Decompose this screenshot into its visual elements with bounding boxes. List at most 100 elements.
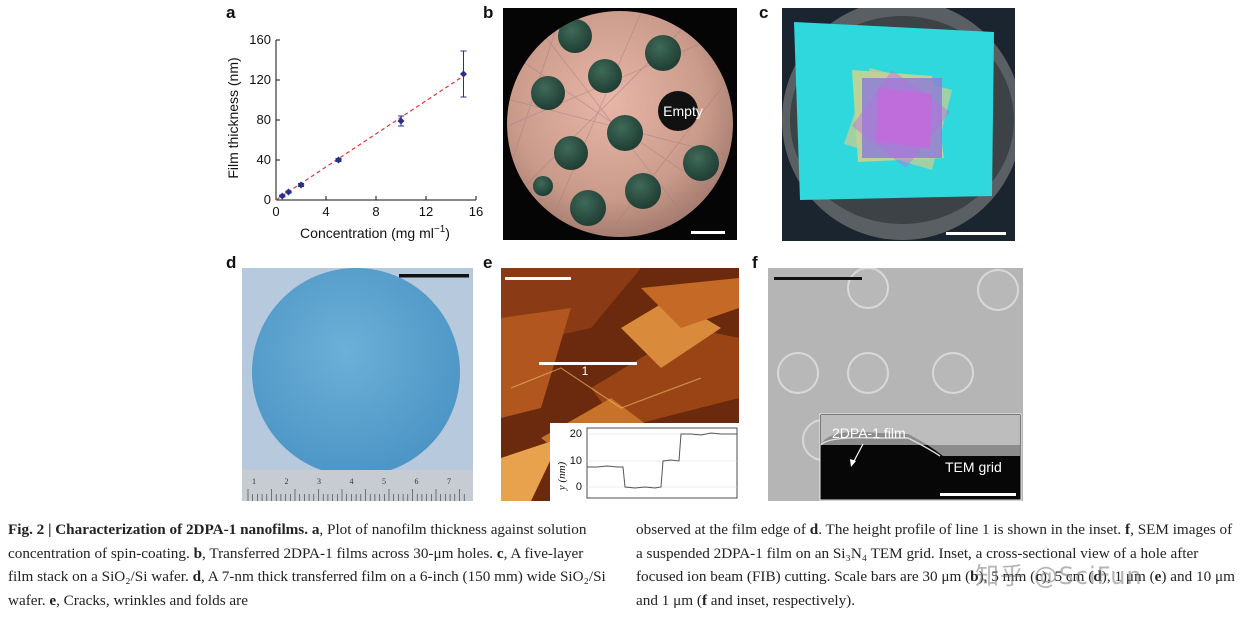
hole (607, 115, 643, 151)
caption-segment: b (193, 544, 203, 562)
hole (847, 268, 889, 309)
empty-hole (658, 91, 698, 131)
ruler-number: 5 (382, 477, 386, 486)
empty-hole-label: Empty (663, 103, 703, 119)
profile-line-label: 1 (582, 364, 589, 378)
ruler-number: 4 (350, 477, 354, 486)
caption-segment: d (1093, 568, 1102, 585)
caption-segment: d (192, 568, 202, 585)
caption-segment: ) and 10 μm and 1 μm ( (636, 568, 1235, 609)
caption-segment: a (308, 521, 320, 538)
ruler-number: 1 (252, 477, 256, 486)
holes-micrograph: Empty (503, 8, 737, 240)
ruler-number: 6 (415, 477, 419, 486)
y-tick-label: 80 (257, 112, 271, 127)
hole (533, 176, 553, 196)
caption-segment: c (1035, 568, 1042, 585)
caption-segment: e (49, 591, 57, 609)
hole (625, 173, 661, 209)
scale-bar (774, 277, 862, 280)
caption-segment: observed at the film edge of (636, 521, 810, 538)
caption-segment: ), 1 μm ( (1101, 568, 1155, 585)
caption-segment: f (1125, 521, 1131, 538)
hole (932, 352, 974, 394)
x-tick-label: 12 (419, 204, 433, 219)
panel-label-a: a (226, 3, 236, 22)
data-point (297, 181, 305, 189)
hole (683, 145, 719, 181)
caption-segment: and inset, respectively). (707, 591, 856, 609)
caption-segment: c (496, 544, 504, 562)
y-tick-label: 120 (249, 72, 271, 87)
caption-segment: e (1154, 568, 1162, 585)
sem-image: 2DPA-1 film TEM grid (768, 268, 1023, 501)
caption-segment: , SEM images of a suspended 2DPA-1 film … (636, 521, 1233, 585)
caption-segment: , Plot of nanofilm thickness against sol… (8, 521, 587, 562)
data-point (285, 188, 292, 196)
caption-segment: d (809, 521, 819, 538)
inset-label-film: 2DPA-1 film (832, 425, 906, 441)
ruler-number: 7 (447, 477, 451, 486)
hole (554, 136, 588, 170)
y-tick-label: 0 (264, 192, 271, 207)
hole (847, 352, 889, 394)
ruler-number: 3 (317, 477, 321, 486)
film-stack-photo (782, 8, 1015, 241)
hole (531, 76, 565, 110)
panel-label-b: b (483, 3, 494, 22)
panel-label-e: e (483, 253, 493, 272)
data-point (335, 156, 342, 164)
x-tick-label: 16 (469, 204, 483, 219)
wafer-photo: 1 2 3 4 5 6 7 (242, 268, 473, 501)
caption-segment: f (701, 591, 707, 609)
data-point (278, 192, 286, 200)
caption-segment: , Cracks, wrinkles and folds are (56, 591, 248, 609)
caption-segment: , A 7-nm thick transferred film on a 6-i… (8, 568, 606, 609)
caption-segment: . The height profile of line 1 is shown … (818, 521, 1126, 538)
hole (558, 19, 592, 53)
panel-label-c: c (759, 3, 769, 22)
y-tick-label: 160 (249, 32, 271, 47)
data-point (460, 70, 467, 78)
scale-bar (946, 232, 1006, 235)
hole (588, 59, 622, 93)
inset-ytick: 20 (570, 428, 582, 440)
scale-bar (399, 274, 469, 278)
x-axis-label: Concentration (mg ml−1) (300, 224, 450, 241)
x-tick-label: 4 (322, 204, 329, 219)
wafer (252, 268, 460, 476)
data-point (397, 117, 405, 125)
height-profile-inset: 20 10 0 y (nm) (550, 423, 739, 501)
profile-line-1 (539, 362, 637, 365)
caption-segment: ), 5 mm ( (978, 568, 1036, 585)
y-tick-label: 40 (257, 152, 271, 167)
figure-caption-left: Fig. 2 | Characterization of 2DPA-1 nano… (8, 518, 608, 612)
watermark: 知乎 @SciFun (975, 562, 1143, 590)
scale-bar (691, 231, 725, 234)
hole (977, 269, 1019, 311)
hole (645, 35, 681, 71)
scale-bar (505, 277, 571, 280)
x-tick-label: 0 (272, 204, 279, 219)
panel-label-f: f (752, 253, 758, 272)
fit-line (275, 75, 464, 201)
caption-segment: ), 5 cm ( (1041, 568, 1094, 585)
x-tick-label: 8 (372, 204, 379, 219)
panel-label-d: d (226, 253, 237, 272)
fib-cross-section-inset: 2DPA-1 film TEM grid (819, 413, 1022, 501)
afm-image: 1 20 10 0 y (nm) (501, 268, 739, 501)
caption-segment: Fig. 2 | Characterization of 2DPA-1 nano… (8, 521, 309, 538)
ruler (242, 470, 473, 501)
caption-segment: b (970, 568, 979, 585)
hole (777, 352, 819, 394)
inset-ytick: 10 (570, 455, 582, 467)
ruler-number: 2 (285, 477, 289, 486)
hole (570, 190, 606, 226)
inset-ytick: 0 (576, 481, 582, 493)
inset-ylabel: y (nm) (556, 461, 568, 491)
y-axis-label: Film thickness (nm) (225, 57, 241, 178)
caption-segment: , A five-layer film stack on a SiO₂/Si w… (8, 544, 584, 586)
inset-label-grid: TEM grid (945, 459, 1002, 475)
inset-scale-bar (940, 493, 1016, 496)
